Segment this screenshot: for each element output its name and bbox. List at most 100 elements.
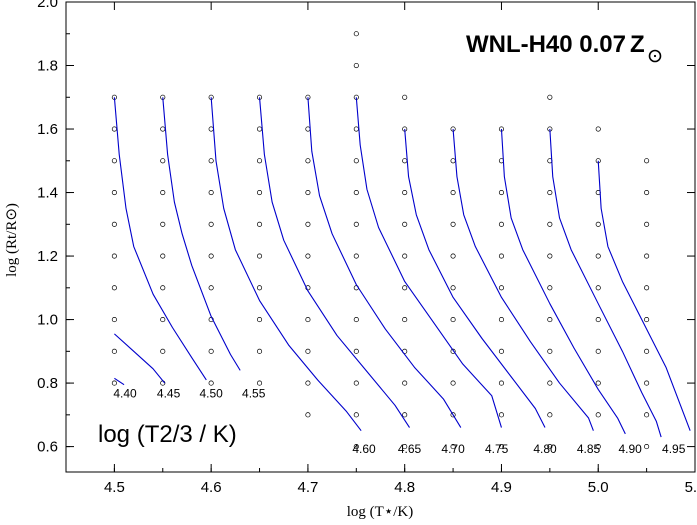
model-point — [305, 253, 311, 259]
chart-title-symbol: Z — [630, 31, 645, 58]
sun-symbol-icon — [648, 49, 662, 63]
model-point — [644, 348, 650, 354]
contour-line-4-80 — [404, 128, 546, 428]
model-point — [402, 317, 408, 323]
x-tick-label: 4.5 — [104, 479, 125, 496]
y-tick-label: 1.4 — [37, 185, 58, 202]
x-axis-title: log (T⋆/K) — [347, 504, 413, 520]
contour-label: 4.60 — [352, 442, 376, 456]
model-point — [547, 285, 553, 291]
model-grid-points — [111, 31, 650, 450]
contour-label: 4.50 — [199, 386, 223, 400]
contour-label: 4.65 — [398, 442, 422, 456]
model-point — [547, 412, 553, 418]
model-point — [160, 158, 166, 164]
contour-line-4-95 — [549, 128, 662, 438]
model-point — [547, 189, 553, 196]
contour-line-4-70 — [307, 97, 462, 428]
contour-labels: 4.40 4.45 4.50 4.55 4.60 4.65 4.70 4.75 4.80 4.85… — [113, 386, 686, 456]
model-point — [256, 380, 263, 386]
contour-label: 4.95 — [662, 442, 686, 456]
model-point — [353, 253, 359, 259]
contour-line-4-55 — [162, 97, 241, 371]
model-point — [353, 412, 359, 418]
model-point — [160, 221, 166, 227]
model-point — [450, 253, 456, 259]
model-point — [644, 285, 650, 291]
model-point — [353, 62, 359, 69]
model-point — [595, 126, 601, 132]
model-point — [547, 380, 553, 386]
model-point — [353, 348, 359, 354]
model-point — [547, 317, 553, 323]
model-point — [402, 94, 408, 100]
contour-line-4-65 — [258, 97, 410, 428]
model-point — [498, 221, 505, 227]
model-point — [450, 412, 456, 418]
model-point — [256, 126, 263, 132]
model-point — [353, 380, 359, 386]
model-point — [450, 189, 456, 196]
model-point — [402, 253, 408, 259]
model-point — [498, 412, 505, 418]
x-axis-ticks: 4.5 4.6 4.7 4.8 4.9 5.0 5.1 — [65, 2, 697, 496]
model-point — [256, 317, 263, 323]
legend-label: log (T2/3 / K) — [98, 421, 237, 448]
model-point — [402, 380, 408, 386]
contour-line-4-50 — [113, 97, 207, 381]
contour-line-4-40 — [114, 377, 125, 386]
model-point — [644, 189, 650, 196]
model-point — [644, 221, 650, 227]
model-point — [353, 317, 359, 323]
model-point — [644, 158, 650, 164]
model-point — [402, 285, 408, 291]
model-point — [208, 253, 214, 259]
contour-line-4-85 — [452, 128, 594, 431]
model-point — [547, 253, 553, 259]
model-point — [111, 126, 117, 132]
model-point — [595, 348, 601, 354]
model-point — [547, 94, 553, 100]
model-point — [450, 285, 456, 291]
plot-frame — [65, 1, 696, 473]
y-tick-label: 2.0 — [37, 0, 58, 11]
model-point — [111, 348, 117, 354]
model-point — [644, 444, 650, 450]
model-point — [450, 348, 456, 354]
model-point — [498, 444, 505, 450]
model-point — [208, 221, 214, 227]
contour-label: 4.45 — [157, 386, 181, 400]
model-point — [208, 285, 214, 291]
x-tick-label: 5.1 — [685, 479, 697, 496]
model-point — [160, 348, 166, 354]
model-point — [402, 444, 408, 450]
model-point — [208, 158, 214, 164]
x-tick-label: 5.0 — [588, 479, 609, 496]
model-point — [450, 158, 456, 164]
model-point — [111, 285, 117, 291]
model-point — [450, 317, 456, 323]
model-point — [353, 158, 359, 164]
model-point — [208, 380, 214, 386]
model-point — [111, 158, 117, 164]
model-point — [111, 253, 117, 259]
model-point — [595, 285, 601, 291]
model-point — [208, 348, 214, 354]
model-point — [160, 285, 166, 291]
model-point — [644, 253, 650, 259]
x-tick-label: 4.7 — [297, 479, 318, 496]
model-point — [208, 189, 214, 196]
model-point — [305, 412, 311, 418]
contour-curves — [113, 97, 691, 438]
model-point — [305, 158, 311, 164]
model-point — [353, 189, 359, 196]
model-point — [450, 444, 456, 450]
model-point — [305, 189, 311, 196]
model-point — [256, 158, 263, 164]
x-tick-label: 4.8 — [394, 479, 415, 496]
model-point — [160, 317, 166, 323]
model-point — [160, 126, 166, 132]
contour-label: 4.90 — [618, 442, 642, 456]
model-point — [644, 380, 650, 386]
